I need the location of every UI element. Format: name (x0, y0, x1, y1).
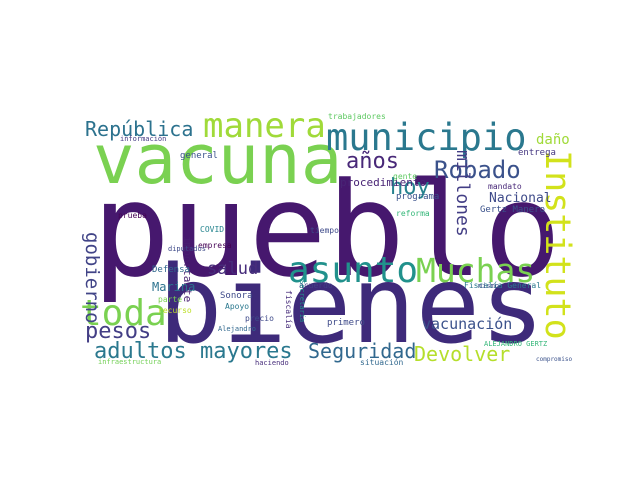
word: mismo (478, 282, 499, 290)
word: hoy (390, 175, 430, 200)
word: información (120, 135, 166, 143)
word: programa (396, 192, 439, 202)
word: vacuna (93, 120, 342, 200)
word: procedimiento (340, 176, 426, 189)
word: tiempo (310, 226, 339, 235)
word: manera (203, 106, 326, 146)
word: Seguridad (308, 339, 416, 363)
word: Robado (434, 156, 521, 184)
word: toda (80, 293, 167, 334)
word: haciendo (255, 359, 289, 367)
word: ALEJANDRO GERTZ (484, 340, 547, 348)
word: mandato (488, 182, 522, 191)
word: adultos mayores (94, 339, 293, 364)
word: pueblo (92, 154, 562, 306)
word: salud (207, 259, 258, 279)
word: Gertz Manero (480, 205, 545, 215)
word: general (180, 151, 218, 161)
word: acuerdo (299, 281, 333, 290)
word: empresa (198, 241, 232, 250)
word: recurso (158, 306, 192, 315)
word: Defensa (152, 265, 190, 275)
word: daño (536, 132, 570, 148)
word: años (346, 149, 399, 174)
word: entrega (518, 148, 556, 158)
word: Fiscalía General (464, 281, 541, 290)
word: prueba (118, 211, 147, 220)
word: Instituto (537, 150, 577, 340)
word: Nacional (489, 191, 552, 206)
word: Apoyo (225, 302, 249, 311)
word: Devolver (414, 342, 510, 366)
word: Marina (152, 280, 195, 294)
word: millones (452, 150, 473, 237)
word: reforma (396, 209, 430, 218)
word: pesos (85, 319, 151, 344)
word: compromiso (536, 356, 573, 363)
word: Alejandro (218, 325, 256, 333)
word: parte (158, 295, 182, 304)
word: Muchas (416, 251, 535, 290)
word: asunto (288, 250, 418, 291)
word: vacunación (422, 315, 512, 333)
word: trabajadores (328, 112, 386, 121)
word: República (85, 117, 193, 141)
word: Sonora (220, 291, 253, 301)
word: fiscalía (284, 290, 293, 329)
word: COVID (200, 225, 224, 234)
word: diputados (168, 245, 206, 253)
word: importante (181, 236, 194, 302)
word: bienes (158, 244, 545, 368)
word: precio (245, 314, 274, 323)
word: gobierno (81, 232, 103, 324)
word: gente (393, 172, 417, 181)
word: municipio (326, 116, 526, 159)
word: Secretaría (298, 280, 306, 322)
word: infraestructura (98, 358, 161, 366)
word: primero (327, 318, 365, 328)
word: situación (360, 357, 404, 367)
